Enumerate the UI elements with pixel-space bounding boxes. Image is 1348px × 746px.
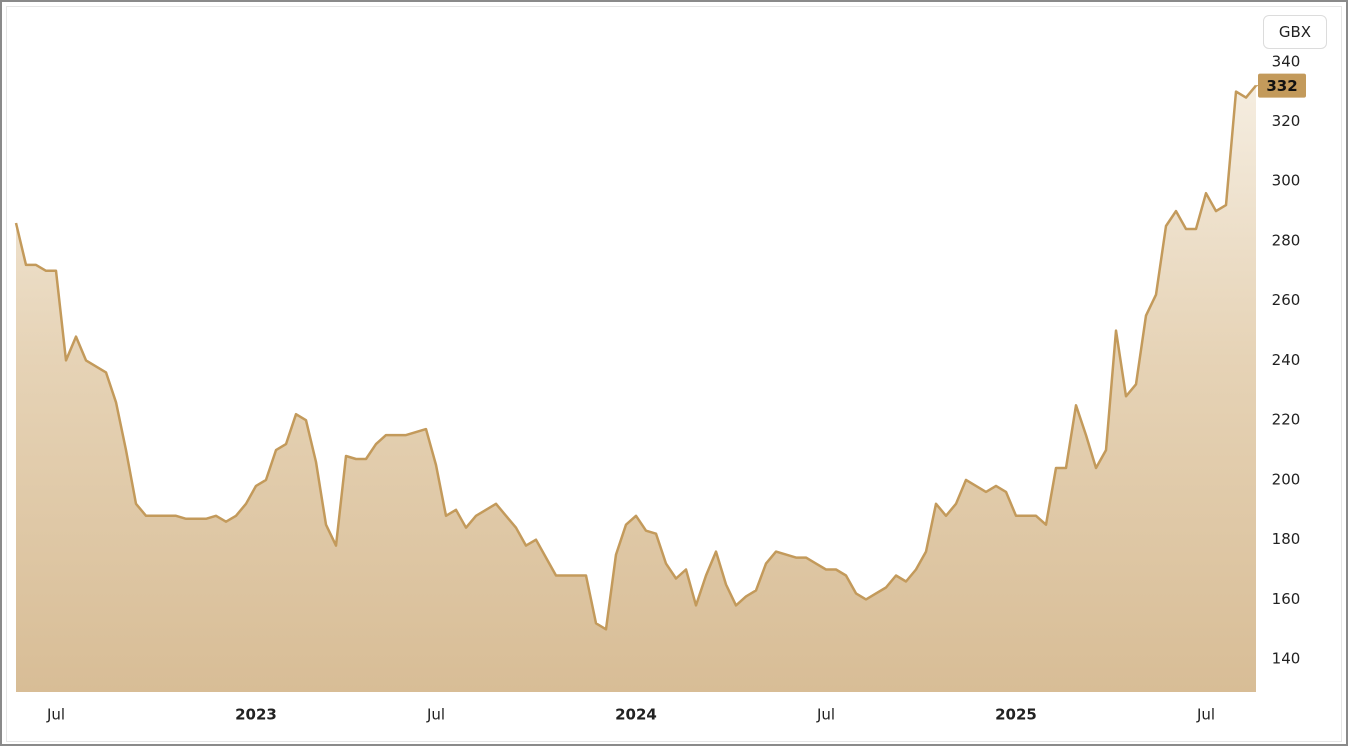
currency-button[interactable]: GBX (1263, 15, 1327, 49)
y-tick-label: 260 (1272, 291, 1301, 309)
y-tick-label: 320 (1272, 112, 1301, 130)
x-tick-label: 2025 (995, 706, 1037, 724)
x-tick-label: Jul (426, 706, 445, 724)
y-tick-label: 340 (1272, 52, 1301, 70)
y-tick-label: 300 (1272, 172, 1301, 190)
y-tick-label: 160 (1272, 590, 1301, 608)
x-tick-label: Jul (46, 706, 65, 724)
y-tick-label: 280 (1272, 231, 1301, 249)
x-tick-label: Jul (816, 706, 835, 724)
chart-panel (6, 6, 1342, 742)
y-tick-label: 240 (1272, 351, 1301, 369)
y-tick-label: 220 (1272, 411, 1301, 429)
x-tick-label: 2023 (235, 706, 277, 724)
x-tick-label: 2024 (615, 706, 657, 724)
y-tick-label: 200 (1272, 470, 1301, 488)
price-line (14, 84, 1257, 631)
area-fill (16, 85, 1256, 693)
y-tick-label: 140 (1272, 650, 1301, 668)
last-price-label: 332 (1266, 77, 1297, 95)
x-tick-label: Jul (1196, 706, 1215, 724)
last-price-tag (1258, 73, 1306, 98)
y-tick-label: 180 (1272, 530, 1301, 548)
